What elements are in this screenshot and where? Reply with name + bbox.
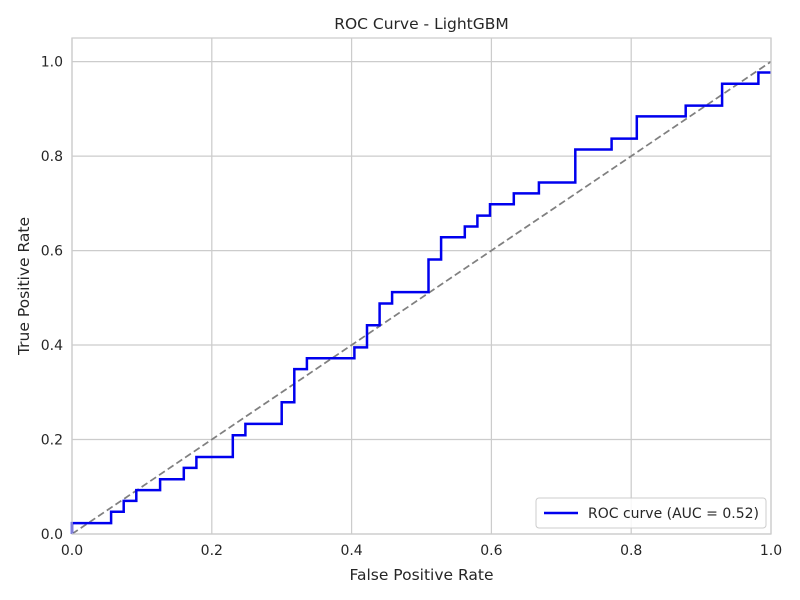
legend: ROC curve (AUC = 0.52) [535, 497, 767, 529]
x-tick-label: 0.4 [340, 543, 362, 559]
roc-curve-line [70, 71, 771, 534]
y-tick-label: 0.6 [41, 244, 63, 260]
y-axis-label: True Positive Rate [15, 217, 33, 356]
y-tick-label: 0.2 [41, 433, 63, 449]
y-tick-label: 0.0 [41, 527, 63, 543]
x-axis-ticks: 0.0 0.2 0.4 0.6 0.8 1.0 [61, 543, 782, 559]
y-tick-label: 1.0 [41, 55, 63, 71]
series-group [70, 60, 772, 535]
diagonal-reference-line [71, 60, 772, 535]
y-tick-label: 0.8 [41, 149, 63, 165]
grid-lines [71, 38, 772, 535]
y-axis-ticks: 0.0 0.2 0.4 0.6 0.8 1.0 [41, 55, 63, 543]
y-tick-label: 0.4 [41, 338, 63, 354]
x-tick-label: 0.0 [61, 543, 83, 559]
x-axis-label: False Positive Rate [349, 566, 493, 584]
plot-area [72, 38, 771, 534]
x-tick-label: 0.2 [201, 543, 223, 559]
chart-title: ROC Curve - LightGBM [334, 15, 509, 33]
x-tick-label: 0.6 [480, 543, 502, 559]
legend-box [535, 497, 767, 529]
x-tick-label: 1.0 [760, 543, 782, 559]
legend-label-roc-curve: ROC curve (AUC = 0.52) [588, 506, 759, 522]
x-tick-label: 0.8 [620, 543, 642, 559]
plot-frame [71, 37, 772, 535]
